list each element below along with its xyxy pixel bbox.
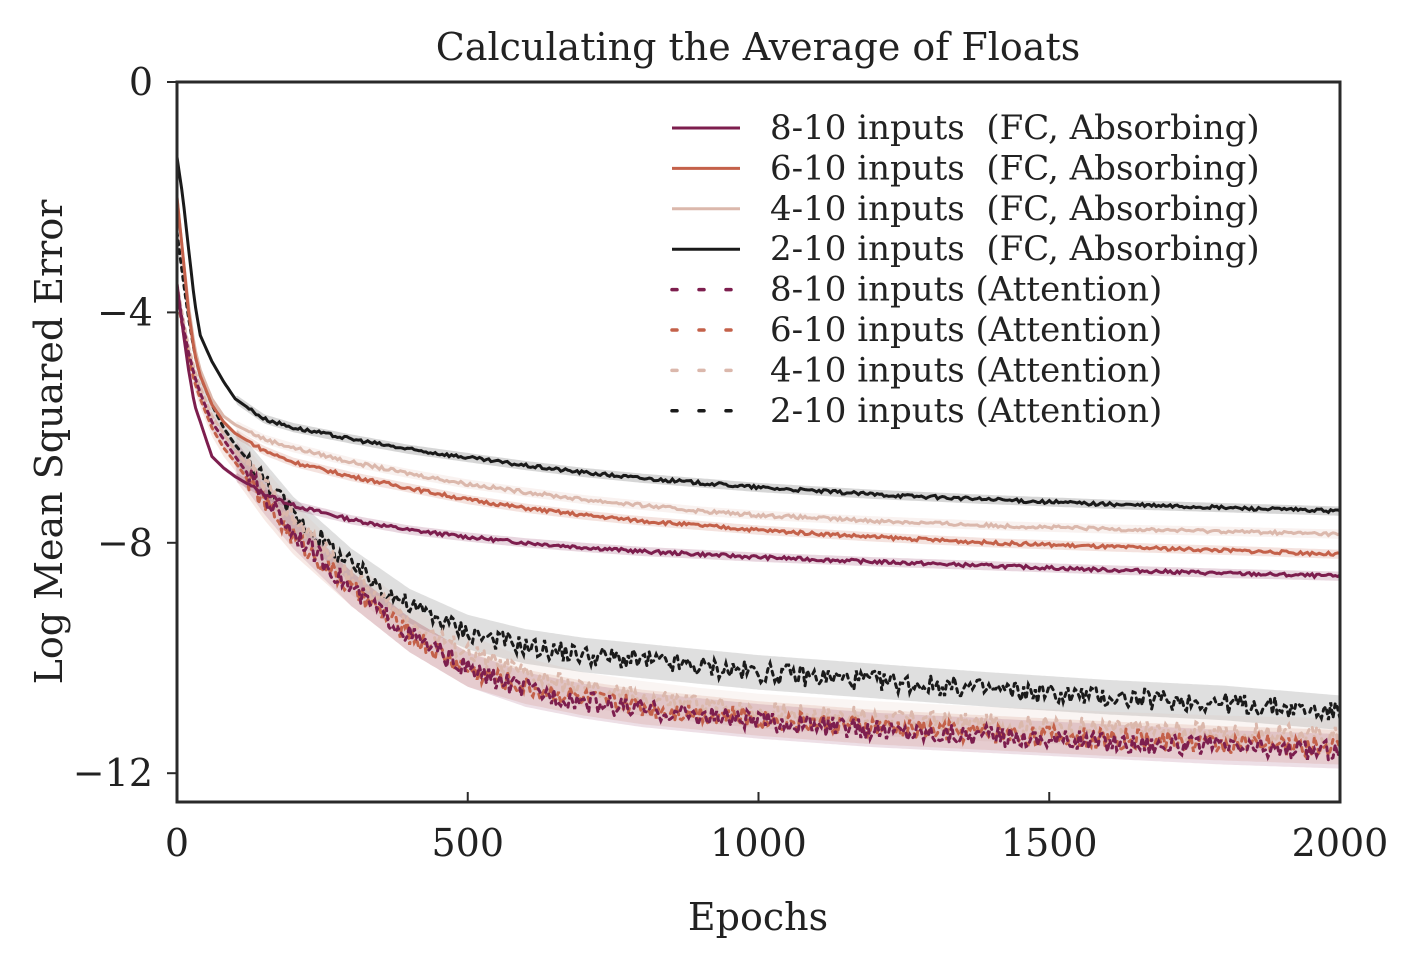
y-tick-label: −12 — [73, 751, 153, 795]
y-axis-label: Log Mean Squared Error — [27, 199, 71, 685]
series-line — [175, 287, 1342, 764]
x-tick-label: 2000 — [1292, 821, 1389, 865]
series-line — [175, 197, 1341, 558]
legend-label: 4-10 inputs (Attention) — [770, 350, 1162, 390]
x-tick-label: 1000 — [710, 821, 807, 865]
chart-title: Calculating the Average of Floats — [436, 25, 1080, 69]
y-tick-label: 0 — [129, 60, 153, 104]
legend-label: 2-10 inputs (Attention) — [770, 391, 1162, 431]
y-tick-label: −4 — [97, 290, 153, 334]
y-axis-ticks: 0 −4 −8 −12 — [73, 60, 177, 795]
series-lines — [175, 156, 1342, 764]
legend-label: 8-10 inputs (FC, Absorbing) — [770, 108, 1260, 148]
x-tick-label: 1500 — [1001, 821, 1098, 865]
x-tick-label: 0 — [165, 821, 189, 865]
series-line — [175, 230, 1342, 723]
legend-label: 2-10 inputs (FC, Absorbing) — [770, 229, 1260, 269]
x-tick-label: 500 — [431, 821, 504, 865]
legend: 8-10 inputs (FC, Absorbing)6-10 inputs (… — [670, 108, 1260, 431]
legend-label: 6-10 inputs (FC, Absorbing) — [770, 148, 1260, 188]
x-axis-label: Epochs — [688, 895, 828, 939]
series-line — [175, 197, 1341, 538]
series-line — [175, 283, 1341, 580]
legend-label: 6-10 inputs (Attention) — [770, 310, 1162, 350]
legend-label: 8-10 inputs (Attention) — [770, 270, 1162, 310]
legend-label: 4-10 inputs (FC, Absorbing) — [770, 189, 1260, 229]
x-axis-ticks: 0 500 1000 1500 2000 — [165, 792, 1388, 865]
y-tick-label: −8 — [97, 521, 153, 565]
series-line — [175, 156, 1341, 515]
